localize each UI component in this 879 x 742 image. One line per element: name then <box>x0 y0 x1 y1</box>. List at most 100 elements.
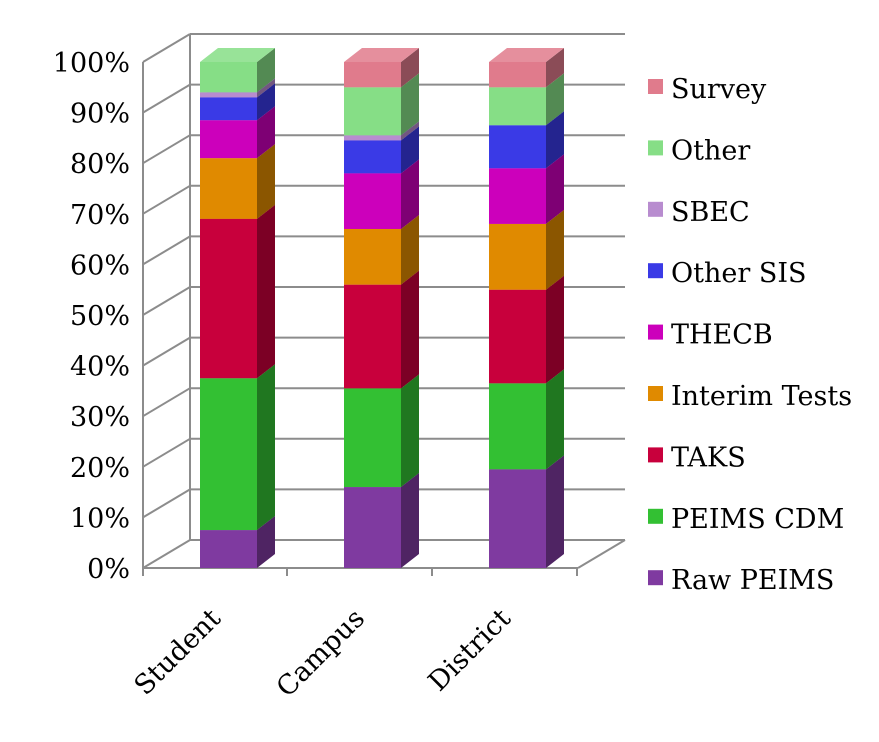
bar-side <box>546 73 564 126</box>
y-tick-label: 90% <box>70 99 130 130</box>
gridline-side <box>142 387 191 418</box>
bar-side <box>401 121 419 141</box>
bar-front <box>489 87 546 126</box>
legend-label: THECB <box>671 320 773 351</box>
legend-item: Survey <box>648 74 767 105</box>
bar-segment-taks <box>489 275 564 384</box>
bar-side <box>401 374 419 488</box>
legend-label: Raw PEIMS <box>671 565 834 596</box>
legend-label: PEIMS CDM <box>671 504 844 535</box>
bar-front <box>200 62 257 93</box>
bar-side <box>257 144 275 219</box>
bar-front <box>344 135 401 141</box>
bar-top <box>489 48 564 62</box>
bar-front <box>200 378 257 531</box>
y-tick-label: 100% <box>53 48 130 79</box>
gridline-side <box>142 33 191 63</box>
bar-segment-other <box>200 48 275 93</box>
y-tick-label: 80% <box>70 149 130 180</box>
legend-item: Raw PEIMS <box>648 565 834 596</box>
bar-side <box>401 270 419 389</box>
bar-segment-survey <box>344 48 419 88</box>
bar-side <box>546 154 564 224</box>
bar-side <box>257 106 275 159</box>
bar-side <box>257 364 275 531</box>
bar-segment-peims-cdm <box>489 369 564 470</box>
gridline-side <box>142 83 191 114</box>
legend-label: Other <box>671 135 750 166</box>
gridline-side <box>142 134 191 165</box>
gridline-side <box>142 184 191 215</box>
bar-front <box>344 487 401 568</box>
legend-label: SBEC <box>671 197 750 228</box>
bar-side <box>257 516 275 568</box>
floor-right-edge <box>577 539 626 569</box>
bar-side <box>401 73 419 136</box>
bar-front <box>344 140 401 174</box>
legend-item: PEIMS CDM <box>648 504 844 535</box>
bar-segment-taks <box>344 270 419 389</box>
y-tick-label: 70% <box>70 200 130 231</box>
bar-segment-peims-cdm <box>200 364 275 531</box>
y-tick-label: 0% <box>87 554 130 585</box>
bar-front <box>489 125 546 169</box>
gridline-side <box>142 488 191 519</box>
legend-swatch <box>648 324 663 340</box>
x-category-label: District <box>423 603 518 698</box>
legend-item: Interim Tests <box>648 381 852 412</box>
bar-side <box>257 204 275 379</box>
gridline-side <box>142 286 191 316</box>
legend-label: TAKS <box>671 442 746 473</box>
bar-front <box>200 97 257 121</box>
gridline-side <box>142 437 191 468</box>
bar-segment-survey <box>489 48 564 88</box>
bar-front <box>489 383 546 470</box>
bar-front <box>344 87 401 136</box>
bar-segment-other-sis <box>344 126 419 174</box>
bar-side <box>401 159 419 229</box>
bar-front <box>200 92 257 98</box>
bar-front <box>489 62 546 88</box>
bar-front <box>489 469 546 568</box>
y-tick-label: 30% <box>70 402 130 433</box>
legend-swatch <box>648 201 663 217</box>
bar-segment-peims-cdm <box>344 374 419 488</box>
legend-label: Interim Tests <box>671 381 852 412</box>
bar-front <box>489 223 546 290</box>
bar-front <box>344 228 401 285</box>
y-tick-label: 50% <box>70 301 130 332</box>
x-category-label: Campus <box>271 603 371 703</box>
bar-side <box>401 214 419 285</box>
bar-side <box>257 83 275 121</box>
bar-side <box>546 48 564 88</box>
x-category-label: Student <box>128 603 227 702</box>
legend-swatch <box>648 508 663 524</box>
gridline-side <box>142 336 191 367</box>
legend-label: Other SIS <box>671 258 807 289</box>
legend-item: TAKS <box>648 442 746 473</box>
bar-front <box>344 388 401 488</box>
bar-front <box>344 62 401 88</box>
bar-side <box>546 455 564 568</box>
y-tick-label: 20% <box>70 453 130 484</box>
legend-swatch <box>648 570 663 586</box>
bar-side <box>546 369 564 470</box>
legend-swatch <box>648 386 663 401</box>
y-axis-ticks: 0% 10% 20% 30% 40% 50% 60% 70% 80% 90% 100% <box>53 48 130 585</box>
x-axis-categories: Student Campus District <box>128 603 517 703</box>
gridline-side <box>142 539 191 569</box>
bar-segment-raw-peims <box>489 455 564 568</box>
bar-side <box>546 275 564 384</box>
bar-segment-taks <box>200 204 275 379</box>
legend-item: Other SIS <box>648 258 807 289</box>
bar-segment-raw-peims <box>344 473 419 568</box>
bar-front <box>200 530 257 568</box>
bar-front <box>200 218 257 379</box>
bar-side <box>401 473 419 568</box>
legend-swatch <box>648 263 663 279</box>
y-tick-label: 40% <box>70 352 130 383</box>
legend-label: Survey <box>671 74 767 105</box>
bar-front <box>489 168 546 224</box>
